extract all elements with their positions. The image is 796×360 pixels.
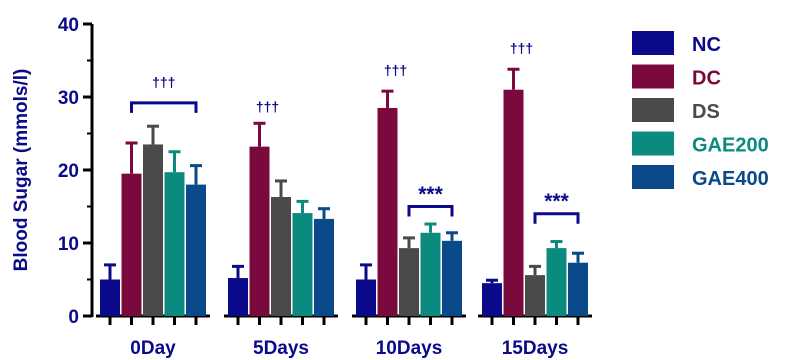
bar-DC-0Day	[121, 173, 142, 316]
bar-DS-10Days	[399, 248, 419, 316]
x-tick-label-5Days: 5Days	[253, 338, 309, 359]
y-tick-label-40: 40	[58, 15, 79, 36]
x-tick-label-0Day: 0Day	[130, 338, 176, 359]
bar-DS-5Days	[271, 197, 291, 316]
significance-label-4: †††	[510, 40, 533, 56]
bar-GAE200-10Days	[420, 232, 441, 316]
bar-GAE400-5Days	[314, 218, 334, 316]
bar-NC-0Day	[100, 279, 120, 316]
significance-label-1: †††	[256, 99, 279, 115]
legend-label-DS: DS	[692, 101, 720, 123]
bar-DC-10Days	[377, 107, 398, 316]
legend-label-NC: NC	[692, 34, 721, 56]
legend-swatch-DC	[632, 64, 674, 89]
bar-GAE200-5Days	[292, 213, 313, 316]
y-tick-label-30: 30	[58, 88, 79, 109]
bar-GAE400-15Days	[568, 262, 588, 316]
significance-bracket-5	[533, 212, 580, 224]
significance-label-2: †††	[384, 62, 407, 78]
bar-NC-10Days	[356, 279, 376, 316]
legend-swatch-NC	[632, 31, 674, 55]
x-tick-label-10Days: 10Days	[376, 338, 443, 359]
x-tick-label-15Days: 15Days	[502, 338, 569, 359]
legend-swatch-DS	[632, 98, 674, 122]
legend-label-GAE200: GAE200	[692, 135, 769, 157]
legend-swatch-GAE200	[632, 131, 674, 156]
bar-GAE200-15Days	[546, 248, 567, 316]
legend-swatch-GAE400	[632, 165, 674, 189]
bar-GAE400-10Days	[442, 240, 462, 316]
significance-label-0: †††	[152, 74, 175, 90]
y-tick-label-0: 0	[68, 307, 79, 328]
significance-label-5: ***	[544, 190, 569, 213]
bar-NC-15Days	[482, 283, 502, 316]
significance-bracket-0	[130, 101, 198, 113]
bar-NC-5Days	[228, 278, 248, 316]
y-tick-label-10: 10	[58, 234, 79, 255]
bar-GAE200-0Day	[164, 172, 185, 316]
bar-DS-15Days	[525, 275, 545, 316]
significance-label-3: ***	[418, 183, 443, 206]
bar-GAE400-0Day	[186, 184, 206, 316]
plot-area: 0 10 20 30 40 0Day 5Days 10Days 15Days ††† ††† ††† *…	[58, 15, 592, 359]
legend: NC DC DS GAE200 GAE400	[632, 31, 769, 190]
y-axis-label: Blood Sugar (mmols/l)	[11, 69, 32, 272]
bar-DC-5Days	[249, 146, 270, 316]
legend-label-DC: DC	[692, 68, 721, 90]
y-tick-label-20: 20	[58, 161, 79, 182]
significance-bracket-3	[407, 205, 454, 217]
legend-label-GAE400: GAE400	[692, 168, 769, 190]
bar-DC-15Days	[503, 89, 524, 316]
bar-DS-0Day	[143, 144, 163, 316]
